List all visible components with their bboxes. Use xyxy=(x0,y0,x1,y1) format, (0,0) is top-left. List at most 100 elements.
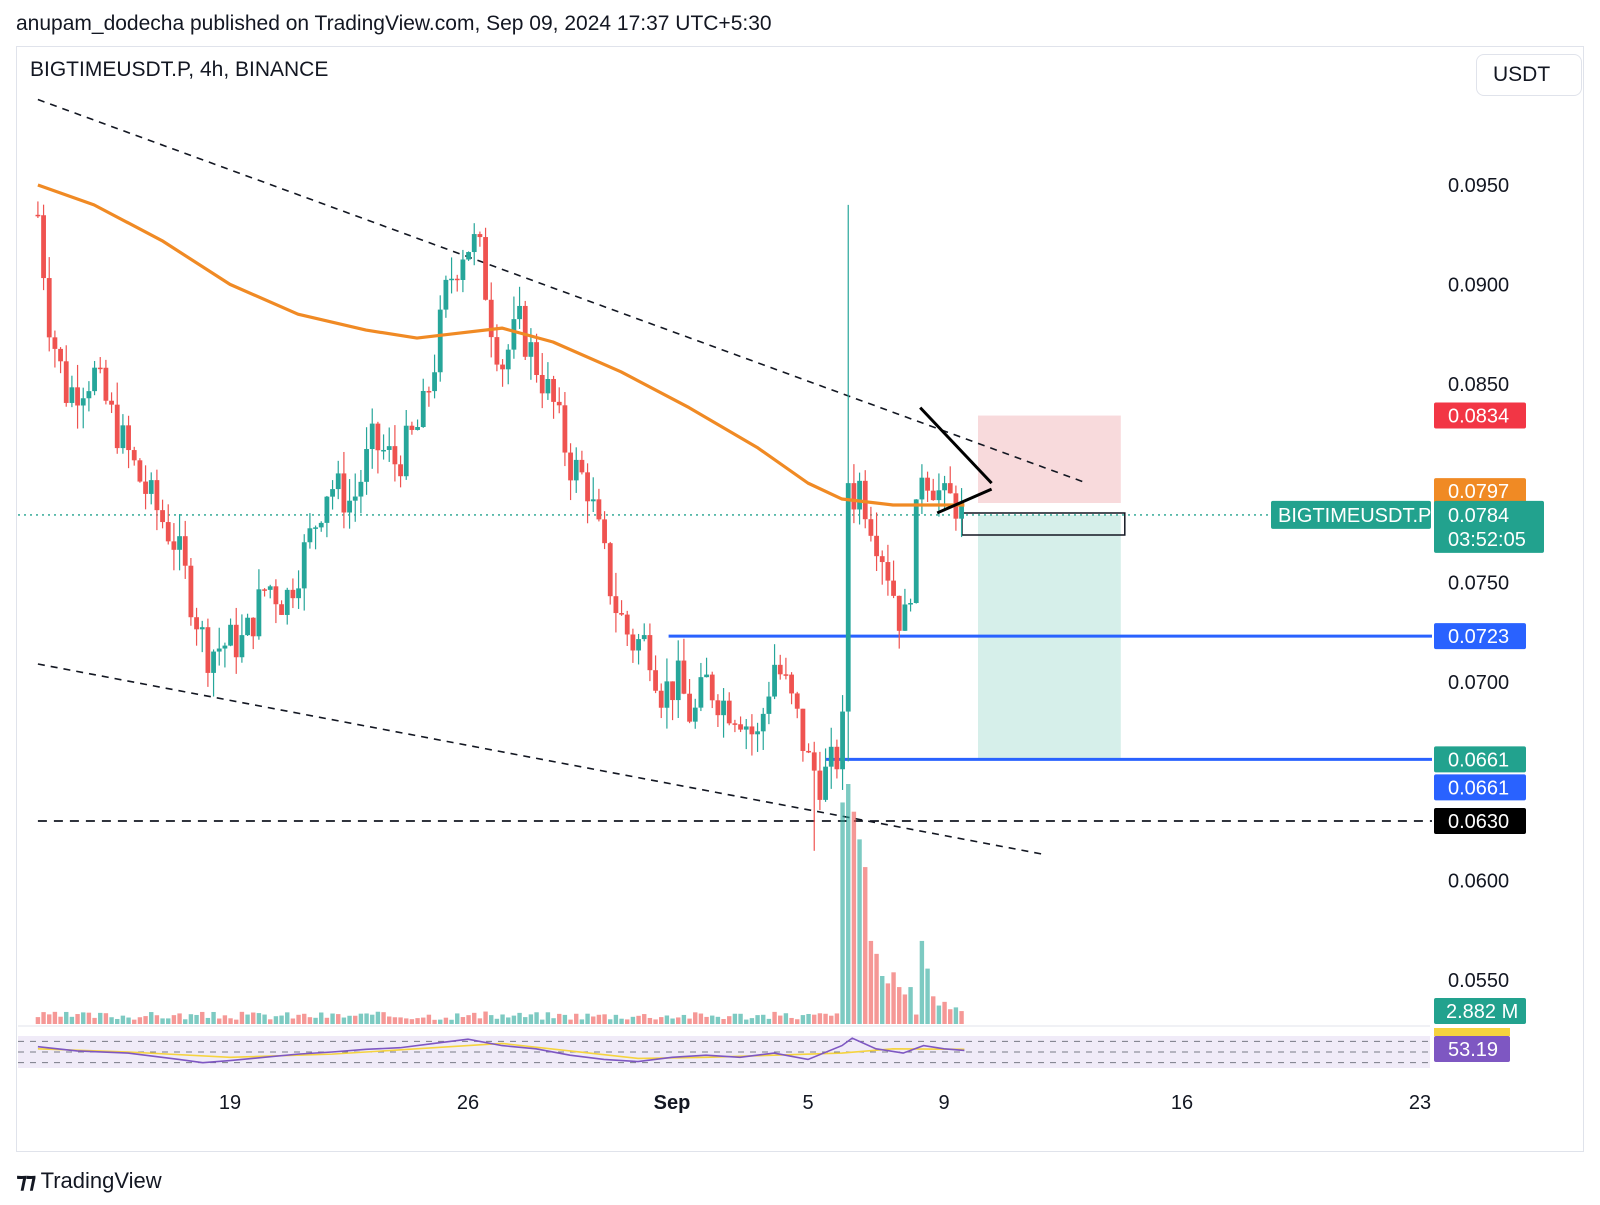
candle-body[interactable] xyxy=(749,726,755,735)
candle-body[interactable] xyxy=(613,596,619,614)
candle-body[interactable] xyxy=(369,423,375,450)
candle-body[interactable] xyxy=(347,500,352,513)
candle-body[interactable] xyxy=(772,664,777,697)
candle-body[interactable] xyxy=(936,490,942,501)
candle-body[interactable] xyxy=(216,648,222,652)
candle-body[interactable] xyxy=(794,693,800,709)
candle-body[interactable] xyxy=(942,483,947,491)
candle-body[interactable] xyxy=(188,565,194,618)
candle-body[interactable] xyxy=(86,391,92,399)
candle-body[interactable] xyxy=(692,707,698,722)
candle-body[interactable] xyxy=(318,522,324,528)
candle-body[interactable] xyxy=(194,617,199,630)
candle-body[interactable] xyxy=(126,425,131,451)
candle-body[interactable] xyxy=(715,700,721,716)
candle-body[interactable] xyxy=(58,348,63,362)
candle-body[interactable] xyxy=(738,724,743,730)
candle-body[interactable] xyxy=(925,477,930,491)
candle-body[interactable] xyxy=(522,305,528,357)
candle-body[interactable] xyxy=(199,627,205,630)
candle-body[interactable] xyxy=(341,473,347,513)
candle-body[interactable] xyxy=(483,237,488,300)
candle-body[interactable] xyxy=(562,405,568,453)
candle-body[interactable] xyxy=(477,234,483,238)
candle-body[interactable] xyxy=(432,372,437,392)
candle-body[interactable] xyxy=(177,536,182,550)
candle-body[interactable] xyxy=(709,674,715,701)
candle-body[interactable] xyxy=(630,634,636,651)
candle-body[interactable] xyxy=(392,446,398,465)
candle-body[interactable] xyxy=(420,390,426,428)
candle-body[interactable] xyxy=(233,624,239,658)
candle-body[interactable] xyxy=(182,536,188,566)
triangle-upper-line[interactable] xyxy=(919,406,993,485)
candle-body[interactable] xyxy=(704,674,709,678)
candle-body[interactable] xyxy=(245,617,250,636)
candle-body[interactable] xyxy=(97,367,103,370)
candle-body[interactable] xyxy=(511,319,517,350)
candle-body[interactable] xyxy=(256,589,262,637)
candle-body[interactable] xyxy=(148,480,154,494)
candle-body[interactable] xyxy=(80,398,86,406)
candle-body[interactable] xyxy=(947,483,953,494)
candle-body[interactable] xyxy=(641,635,647,640)
candle-body[interactable] xyxy=(556,401,562,406)
candle-body[interactable] xyxy=(596,499,602,520)
candle-body[interactable] xyxy=(137,460,143,482)
candle-body[interactable] xyxy=(279,604,284,615)
candle-body[interactable] xyxy=(460,259,466,280)
candle-body[interactable] xyxy=(783,674,789,676)
candle-body[interactable] xyxy=(687,693,692,722)
candle-body[interactable] xyxy=(602,519,607,544)
candle-body[interactable] xyxy=(585,472,590,502)
candle-body[interactable] xyxy=(250,617,256,637)
candle-body[interactable] xyxy=(109,400,114,405)
candle-body[interactable] xyxy=(653,670,658,691)
candle-body[interactable] xyxy=(307,528,313,543)
currency-button[interactable]: USDT xyxy=(1476,54,1582,96)
candle-body[interactable] xyxy=(63,361,69,403)
candle-body[interactable] xyxy=(891,580,896,596)
candle-body[interactable] xyxy=(92,367,97,392)
candle-body[interactable] xyxy=(789,674,794,694)
tradingview-logo-icon[interactable]: ⁊⁊ xyxy=(16,1168,37,1193)
candle-body[interactable] xyxy=(879,556,885,563)
candle-body[interactable] xyxy=(551,379,556,402)
candle-body[interactable] xyxy=(290,589,296,599)
candle-body[interactable] xyxy=(505,349,511,370)
candle-body[interactable] xyxy=(437,309,443,373)
candle-body[interactable] xyxy=(313,527,318,529)
candle-body[interactable] xyxy=(131,450,137,461)
candle-body[interactable] xyxy=(777,664,783,675)
candle-body[interactable] xyxy=(211,651,216,673)
tradingview-brand[interactable]: TradingView xyxy=(40,1168,162,1193)
candle-body[interactable] xyxy=(228,624,233,646)
candle-body[interactable] xyxy=(75,387,80,406)
candle-body[interactable] xyxy=(335,473,341,490)
candle-body[interactable] xyxy=(454,278,460,281)
candle-body[interactable] xyxy=(811,752,817,771)
candle-body[interactable] xyxy=(358,481,364,497)
candle-body[interactable] xyxy=(466,252,471,260)
candle-body[interactable] xyxy=(868,519,874,536)
candle-body[interactable] xyxy=(806,750,811,753)
candle-body[interactable] xyxy=(69,387,75,403)
stop-loss-zone[interactable] xyxy=(978,415,1121,503)
candle-body[interactable] xyxy=(851,483,857,510)
candle-body[interactable] xyxy=(573,459,579,481)
candle-body[interactable] xyxy=(959,501,964,519)
candle-body[interactable] xyxy=(352,496,358,501)
candle-body[interactable] xyxy=(449,278,454,281)
candle-body[interactable] xyxy=(568,452,573,481)
candle-body[interactable] xyxy=(800,708,806,751)
candle-body[interactable] xyxy=(426,390,432,393)
candle-body[interactable] xyxy=(760,713,766,732)
candle-body[interactable] xyxy=(579,459,585,473)
candle-body[interactable] xyxy=(539,374,545,394)
candle-body[interactable] xyxy=(885,562,891,581)
candle-body[interactable] xyxy=(267,586,273,590)
ema-line[interactable] xyxy=(37,183,965,507)
candle-body[interactable] xyxy=(726,700,732,724)
candle-body[interactable] xyxy=(624,614,630,635)
candle-body[interactable] xyxy=(364,449,369,482)
